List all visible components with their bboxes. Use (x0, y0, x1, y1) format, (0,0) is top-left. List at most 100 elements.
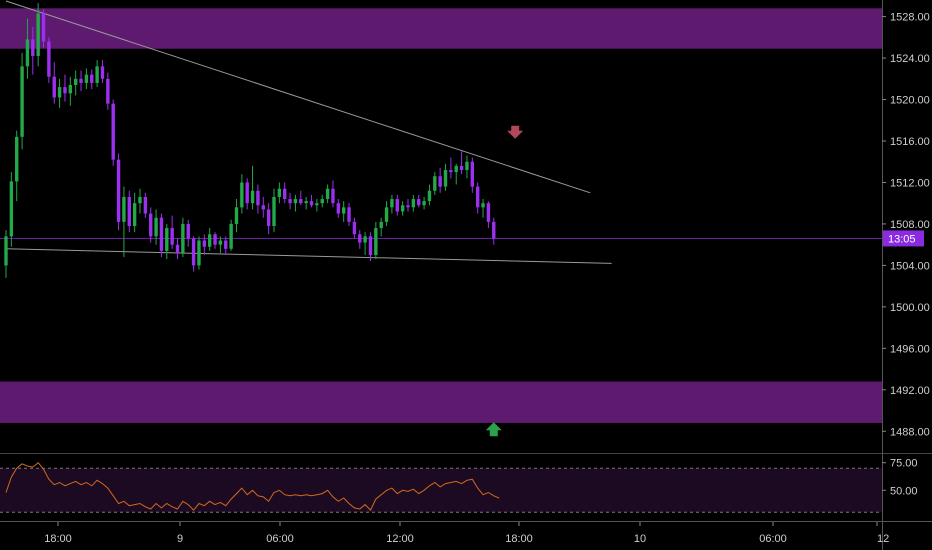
candle-body (15, 136, 19, 182)
price-tick-label: 1496.00 (890, 343, 930, 355)
candle (315, 199, 319, 212)
candle-body (486, 203, 491, 222)
candle-body (154, 217, 158, 237)
candle-body (379, 221, 383, 229)
candle (395, 194, 399, 216)
candle-body (374, 228, 378, 256)
candle-body (293, 199, 298, 204)
time-axis[interactable]: 18:00 9 06:00 12:00 18:00 10 06:00 12 (44, 522, 889, 545)
candle (122, 186, 126, 258)
candle-body (309, 201, 314, 206)
candle (100, 60, 105, 83)
candle (449, 157, 453, 179)
candle-body (347, 207, 351, 222)
candle-body (9, 181, 14, 237)
candle-body (390, 199, 394, 208)
candle-body (449, 170, 453, 173)
candle-body (454, 165, 458, 173)
candle-body (443, 170, 448, 187)
candle (379, 217, 383, 237)
candle-body (149, 213, 153, 237)
candle-body (175, 244, 180, 253)
candle (347, 203, 351, 226)
candle-body (288, 199, 292, 204)
candle-body (68, 85, 73, 94)
trendline-1 (5, 248, 612, 264)
price-tick-label: 1492.00 (890, 385, 930, 397)
candle (299, 190, 303, 206)
candle (143, 192, 148, 218)
buy-signal-arrow (485, 422, 502, 437)
candle-body (277, 188, 282, 197)
candle (443, 163, 448, 191)
candle (20, 52, 24, 150)
candle-body (283, 188, 287, 200)
price-tick-label: 1524.00 (890, 53, 930, 65)
candle-body (320, 199, 324, 204)
candle-body (358, 234, 362, 243)
candle (245, 178, 249, 210)
candle (256, 184, 260, 214)
candle-body (224, 240, 228, 249)
candle (336, 199, 341, 218)
candle-body (368, 236, 373, 256)
candle-body (73, 78, 78, 86)
candle-body (90, 74, 94, 83)
rsi-pane (0, 461, 882, 513)
candle-body (438, 176, 442, 187)
candle-body (352, 221, 357, 235)
rsi-band (0, 468, 882, 513)
candle (411, 194, 416, 212)
candle-body (4, 236, 8, 266)
candle-body (100, 66, 105, 79)
candle (175, 238, 180, 260)
candle (224, 236, 228, 256)
price-tick-label: 1512.00 (890, 177, 930, 189)
candle (4, 230, 8, 278)
candle-body (341, 207, 346, 214)
rsi-tick-label: 75.00 (890, 458, 918, 470)
candle (154, 209, 158, 245)
candle (218, 236, 223, 253)
candle (325, 184, 330, 204)
candle-body (256, 190, 260, 206)
price-tick-label: 1516.00 (890, 136, 930, 148)
candle-body (481, 203, 485, 208)
candle (52, 62, 56, 104)
price-tick-label: 1520.00 (890, 95, 930, 107)
candle (433, 172, 437, 195)
candle-body (41, 13, 46, 42)
candle-body (245, 182, 249, 204)
candle (492, 217, 496, 245)
candle (234, 199, 239, 233)
candle-body (202, 240, 207, 247)
candle (320, 194, 324, 208)
candle (181, 217, 185, 258)
candle (304, 196, 308, 210)
candle (368, 232, 373, 262)
candle (41, 9, 46, 48)
candle-body (191, 238, 196, 266)
candle (57, 78, 62, 108)
candle (106, 72, 110, 110)
candle (138, 188, 142, 214)
rsi-axis[interactable]: 75.00 50.00 (882, 458, 918, 498)
candle (363, 232, 367, 256)
candle-body (325, 188, 330, 200)
candle (68, 76, 73, 106)
candle (90, 69, 94, 90)
candle (417, 194, 421, 208)
candle (197, 236, 201, 270)
candle-body (315, 203, 319, 206)
candle-body (143, 196, 148, 214)
price-axis[interactable]: 1528.00 1524.00 1520.00 1516.00 1512.00 1508.… (882, 12, 930, 439)
candle (202, 234, 207, 256)
candle (261, 196, 265, 218)
candle (331, 180, 335, 208)
candle (475, 182, 480, 214)
candle (213, 232, 217, 249)
rsi-tick-label: 50.00 (890, 485, 918, 497)
candle (84, 68, 89, 90)
candle (15, 130, 19, 202)
